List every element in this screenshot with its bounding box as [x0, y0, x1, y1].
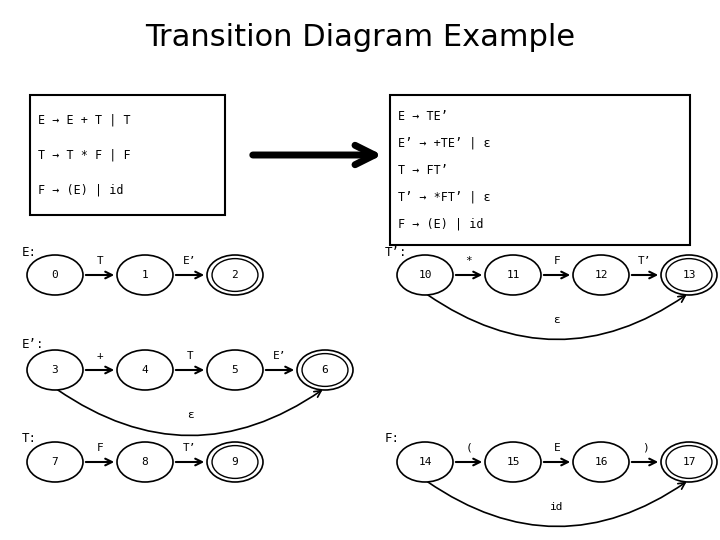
Text: F:: F: [385, 431, 400, 444]
Text: 16: 16 [594, 457, 608, 467]
Ellipse shape [207, 255, 263, 295]
Text: 2: 2 [232, 270, 238, 280]
Text: E’:: E’: [22, 339, 45, 352]
Text: 7: 7 [52, 457, 58, 467]
Text: T’: T’ [638, 256, 652, 266]
Ellipse shape [117, 350, 173, 390]
Text: 8: 8 [142, 457, 148, 467]
Bar [390, 95, 690, 245]
Bar [30, 95, 225, 215]
Ellipse shape [207, 350, 263, 390]
Text: *: * [466, 256, 472, 266]
Text: 12: 12 [594, 270, 608, 280]
Text: F → (E) | id: F → (E) | id [398, 217, 484, 230]
Text: F: F [554, 256, 560, 266]
Ellipse shape [207, 442, 263, 482]
Text: ε: ε [186, 410, 194, 420]
Ellipse shape [27, 350, 83, 390]
Text: T’:: T’: [385, 246, 408, 259]
Text: E’: E’ [184, 256, 197, 266]
Ellipse shape [27, 442, 83, 482]
Text: id: id [550, 502, 564, 512]
Text: T → T * F | F: T → T * F | F [38, 148, 130, 161]
Ellipse shape [573, 442, 629, 482]
Text: E → E + T | T: E → E + T | T [38, 114, 130, 127]
Text: 4: 4 [142, 365, 148, 375]
Text: 11: 11 [506, 270, 520, 280]
Ellipse shape [397, 442, 453, 482]
Text: T’: T’ [184, 443, 197, 453]
Text: ): ) [642, 443, 649, 453]
Text: T: T [186, 351, 194, 361]
Ellipse shape [117, 255, 173, 295]
Text: F → (E) | id: F → (E) | id [38, 183, 124, 196]
Text: 15: 15 [506, 457, 520, 467]
Text: 13: 13 [683, 270, 696, 280]
Ellipse shape [297, 350, 353, 390]
Text: F: F [96, 443, 104, 453]
Text: 1: 1 [142, 270, 148, 280]
Ellipse shape [661, 442, 717, 482]
Text: Transition Diagram Example: Transition Diagram Example [145, 24, 575, 52]
Text: T’ → *FT’ | ε: T’ → *FT’ | ε [398, 190, 490, 203]
Text: +: + [96, 351, 104, 361]
Ellipse shape [573, 255, 629, 295]
Text: 17: 17 [683, 457, 696, 467]
Text: E → TE’: E → TE’ [398, 110, 448, 123]
Text: 9: 9 [232, 457, 238, 467]
Text: (: ( [466, 443, 472, 453]
Text: ε: ε [554, 315, 560, 325]
Text: E: E [554, 443, 560, 453]
Ellipse shape [117, 442, 173, 482]
Text: T: T [96, 256, 104, 266]
Text: 3: 3 [52, 365, 58, 375]
Text: 10: 10 [418, 270, 432, 280]
Text: T:: T: [22, 431, 37, 444]
Ellipse shape [485, 255, 541, 295]
Text: 5: 5 [232, 365, 238, 375]
Ellipse shape [485, 442, 541, 482]
Ellipse shape [661, 255, 717, 295]
Text: 0: 0 [52, 270, 58, 280]
Text: 14: 14 [418, 457, 432, 467]
Text: E:: E: [22, 246, 37, 259]
Text: 6: 6 [322, 365, 328, 375]
Text: T → FT’: T → FT’ [398, 164, 448, 177]
Ellipse shape [27, 255, 83, 295]
Text: E’ → +TE’ | ε: E’ → +TE’ | ε [398, 137, 490, 150]
Ellipse shape [397, 255, 453, 295]
Text: E’: E’ [274, 351, 287, 361]
